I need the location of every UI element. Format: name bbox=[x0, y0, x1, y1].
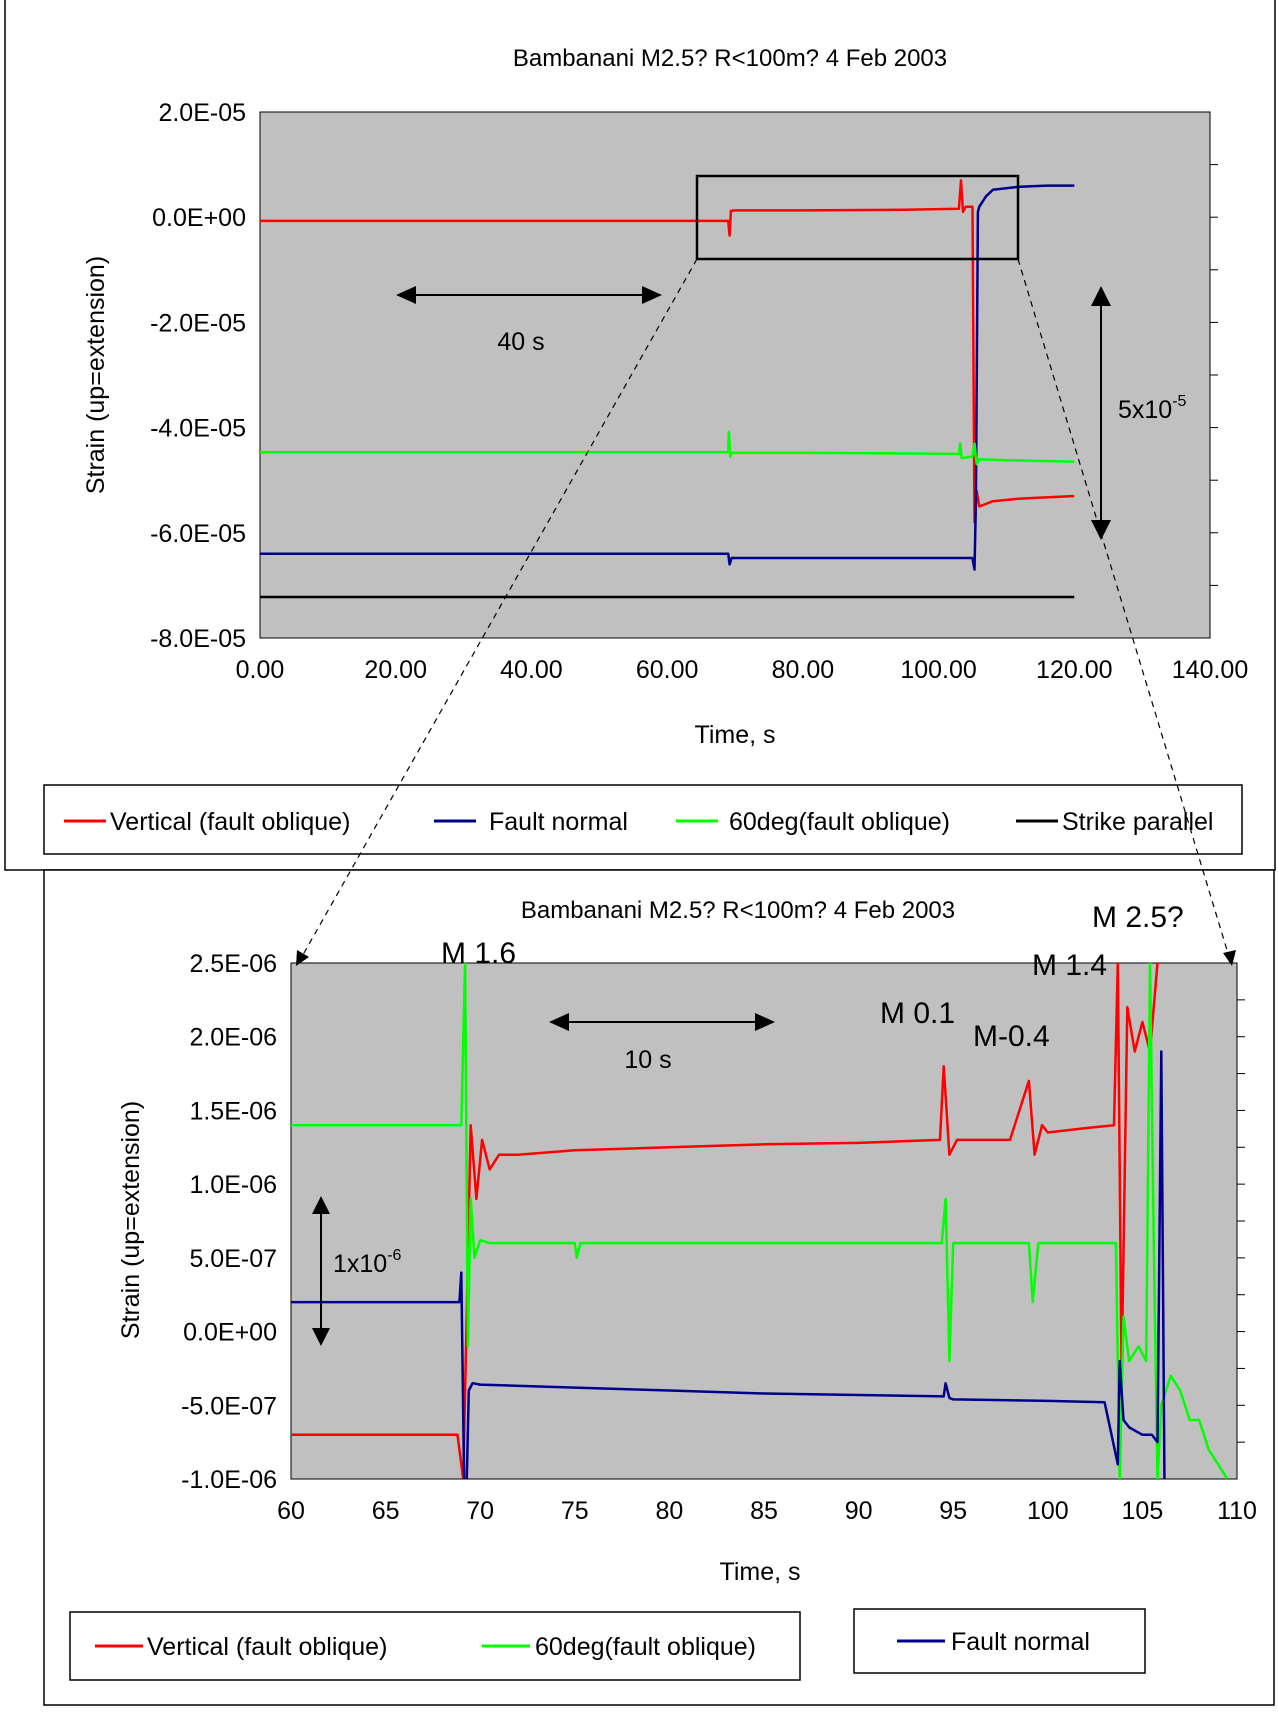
top-y-tick-2: -2.0E-05 bbox=[150, 309, 246, 337]
top-series-vertical-fault-oblique bbox=[260, 179, 1075, 524]
bot-x-tick-3: 75 bbox=[561, 1497, 589, 1525]
annotation-m2-5: M 2.5? bbox=[1092, 901, 1184, 934]
bottom-1e-6-label: 1x10-6 bbox=[333, 1247, 402, 1278]
bottom-series-group bbox=[291, 963, 1229, 1479]
top-right-tick-marks bbox=[1210, 164, 1218, 586]
top-y-tick-5: -8.0E-05 bbox=[150, 625, 246, 653]
top-x-tick-4: 80.00 bbox=[772, 656, 835, 684]
bottom-legend-label-vertical: Vertical (fault oblique) bbox=[147, 1633, 387, 1661]
top-legend-label-vertical: Vertical (fault oblique) bbox=[110, 808, 350, 836]
bot-x-tick-2: 70 bbox=[466, 1497, 494, 1525]
top-5e-5-arrow bbox=[1091, 286, 1111, 540]
top-x-tick-5: 100.00 bbox=[900, 656, 976, 684]
bot-x-tick-9: 105 bbox=[1122, 1497, 1164, 1525]
zoom-connector-right-arrowhead bbox=[1223, 950, 1236, 966]
top-x-tick-labels: 0.00 20.00 40.00 60.00 80.00 100.00 120.00 140.… bbox=[236, 656, 1249, 684]
bottom-y-tick-labels: 2.5E-06 2.0E-06 1.5E-06 1.0E-06 5.0E-07 0.0E+… bbox=[181, 950, 277, 1494]
top-series-60deg-fault-oblique bbox=[260, 430, 1075, 466]
top-y-tick-1: 0.0E+00 bbox=[152, 204, 246, 232]
top-x-tick-2: 40.00 bbox=[500, 656, 563, 684]
top-x-tick-6: 120.00 bbox=[1036, 656, 1112, 684]
zoom-connector-left-arrowhead bbox=[296, 950, 309, 966]
bottom-10s-arrow bbox=[549, 1013, 775, 1031]
bot-x-tick-1: 65 bbox=[372, 1497, 400, 1525]
bottom-x-tick-labels: 60 65 70 75 80 85 90 95 100 105 110 bbox=[277, 1497, 1257, 1525]
zoom-connector-left bbox=[299, 258, 698, 961]
top-x-tick-0: 0.00 bbox=[236, 656, 285, 684]
bot-x-tick-4: 80 bbox=[655, 1497, 683, 1525]
bottom-y-axis-label: Strain (up=extension) bbox=[117, 1101, 145, 1339]
bot-y-tick-0: 2.5E-06 bbox=[189, 950, 277, 978]
bot-y-tick-3: 1.0E-06 bbox=[189, 1171, 277, 1199]
annotation-m0-1: M 0.1 bbox=[880, 997, 955, 1030]
zoom-box bbox=[695, 174, 1020, 261]
bot-y-tick-5: 0.0E+00 bbox=[183, 1319, 277, 1347]
bottom-chart-title: Bambanani M2.5? R<100m? 4 Feb 2003 bbox=[521, 897, 955, 924]
bot-y-tick-7: -1.0E-06 bbox=[181, 1466, 277, 1494]
bot-x-tick-6: 90 bbox=[845, 1497, 873, 1525]
bot-series-vertical-fault-oblique bbox=[291, 963, 1159, 1479]
bot-y-tick-1: 2.0E-06 bbox=[189, 1024, 277, 1052]
zoom-connector-right bbox=[1017, 258, 1231, 961]
bot-series-60deg-fault-oblique bbox=[291, 963, 1229, 1479]
annotation-m1-6: M 1.6 bbox=[441, 937, 516, 970]
top-y-tick-0: 2.0E-05 bbox=[158, 99, 246, 127]
top-y-axis-label: Strain (up=extension) bbox=[82, 256, 110, 494]
top-chart-title: Bambanani M2.5? R<100m? 4 Feb 2003 bbox=[513, 45, 947, 72]
bot-x-tick-8: 100 bbox=[1027, 1497, 1069, 1525]
bot-y-tick-4: 5.0E-07 bbox=[189, 1245, 277, 1273]
top-x-tick-7: 140.00 bbox=[1172, 656, 1248, 684]
bot-x-tick-7: 95 bbox=[939, 1497, 967, 1525]
bot-y-tick-2: 1.5E-06 bbox=[189, 1097, 277, 1125]
top-y-tick-labels: 2.0E-05 0.0E+00 -2.0E-05 -4.0E-05 -6.0E-05 -8… bbox=[150, 99, 246, 653]
bot-x-tick-0: 60 bbox=[277, 1497, 305, 1525]
bot-x-tick-5: 85 bbox=[750, 1497, 778, 1525]
top-legend-label-60deg: 60deg(fault oblique) bbox=[729, 808, 950, 836]
bottom-legend bbox=[69, 1611, 801, 1681]
top-5e-5-base: 5x10 bbox=[1118, 396, 1172, 424]
top-series-fault-normal bbox=[260, 184, 1075, 571]
top-5e-5-exponent: -5 bbox=[1172, 393, 1186, 410]
top-y-tick-3: -4.0E-05 bbox=[150, 415, 246, 443]
bottom-1e-6-exponent: -6 bbox=[387, 1247, 401, 1264]
annotation-m-0-4: M-0.4 bbox=[973, 1020, 1050, 1053]
bottom-10s-label: 10 s bbox=[624, 1046, 671, 1074]
top-series-group bbox=[260, 179, 1075, 599]
top-plot-area bbox=[259, 111, 1211, 639]
bottom-1e-6-base: 1x10 bbox=[333, 1250, 387, 1278]
bottom-x-axis-label: Time, s bbox=[719, 1558, 800, 1586]
bot-x-tick-10: 110 bbox=[1217, 1497, 1257, 1525]
annotation-m1-4: M 1.4 bbox=[1032, 949, 1107, 982]
bottom-right-tick-marks bbox=[1237, 999, 1245, 1443]
top-40s-label: 40 s bbox=[497, 328, 544, 356]
bot-y-tick-6: -5.0E-07 bbox=[181, 1392, 277, 1420]
top-y-tick-4: -6.0E-05 bbox=[150, 520, 246, 548]
bot-series-fault-normal bbox=[291, 1050, 1166, 1479]
top-5e-5-label: 5x10-5 bbox=[1118, 393, 1187, 424]
top-x-tick-3: 60.00 bbox=[636, 656, 699, 684]
bottom-legend-label-60deg: 60deg(fault oblique) bbox=[535, 1633, 756, 1661]
top-x-tick-1: 20.00 bbox=[364, 656, 427, 684]
top-legend-label-fault-normal: Fault normal bbox=[489, 808, 628, 836]
bottom-1e-6-arrow bbox=[312, 1196, 330, 1346]
bottom-legend-label-fault-normal: Fault normal bbox=[951, 1628, 1090, 1656]
top-x-axis-label: Time, s bbox=[694, 721, 775, 749]
top-40s-arrow bbox=[396, 286, 662, 304]
